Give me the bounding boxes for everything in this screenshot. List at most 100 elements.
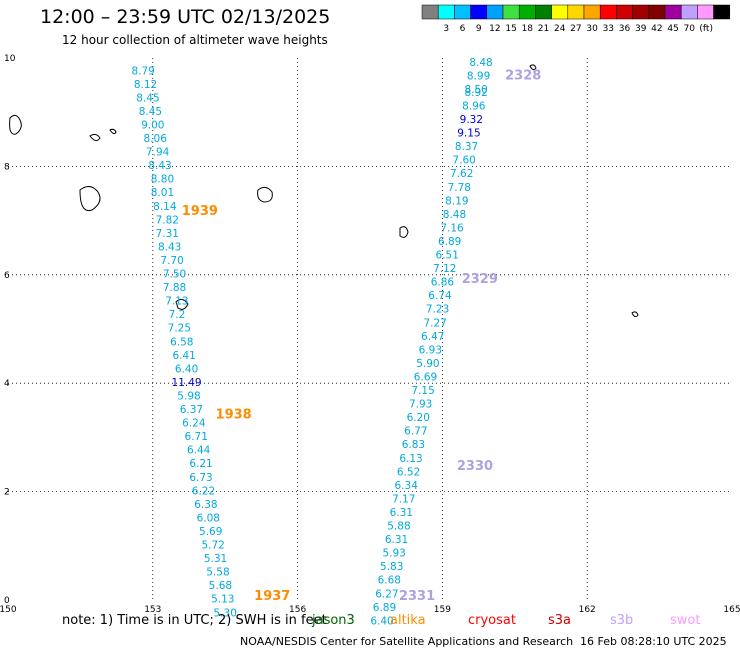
y-tick-label: 8 bbox=[4, 162, 10, 172]
wave-height-value-right-track: 6.20 bbox=[407, 412, 430, 424]
colorbar-label: 45 bbox=[667, 24, 678, 34]
wave-height-value-right-track: 8.92 bbox=[464, 87, 487, 99]
colorbar-label: 18 bbox=[522, 24, 534, 34]
wave-height-value-right-track: 6.86 bbox=[431, 277, 455, 289]
wave-height-value-right-track: 8.19 bbox=[445, 195, 468, 207]
wave-height-value-right-track: 6.13 bbox=[399, 453, 422, 465]
wave-height-value-right-track: 6.77 bbox=[404, 426, 427, 438]
wave-height-value-left-track: 7.25 bbox=[168, 323, 191, 335]
wave-height-value-right-track: 8.48 bbox=[469, 57, 492, 69]
island-outline bbox=[109, 128, 117, 135]
island-outline bbox=[399, 226, 409, 238]
wave-height-value-left-track: 8.43 bbox=[148, 160, 171, 172]
map-subtitle: 12 hour collection of altimeter wave hei… bbox=[62, 33, 328, 47]
wave-height-value-right-track: 6.83 bbox=[402, 439, 425, 451]
wave-height-value-right-track: 5.88 bbox=[387, 521, 410, 533]
wave-height-value-left-track: 7.88 bbox=[163, 282, 186, 294]
wave-height-value-right-track: 8.50 bbox=[464, 84, 487, 96]
wave-height-value-right-track: 5.83 bbox=[380, 561, 403, 573]
legend-jason3: jason3 bbox=[312, 613, 355, 628]
wave-height-value-right-track: 6.34 bbox=[395, 480, 419, 492]
colorbar-label: 36 bbox=[619, 24, 631, 34]
wave-height-value-left-track: 6.08 bbox=[197, 512, 220, 524]
wave-height-value-right-track: 7.17 bbox=[392, 493, 415, 505]
wave-height-value-right-track: 8.37 bbox=[455, 141, 478, 153]
wave-height-value-left-track: 5.69 bbox=[199, 526, 222, 538]
wave-height-value-left-track: 7.2 bbox=[169, 309, 186, 321]
wave-height-value-left-track: 7.13 bbox=[165, 296, 188, 308]
wave-height-value-left-track: 8.01 bbox=[151, 187, 174, 199]
x-tick-label: 165 bbox=[723, 605, 740, 615]
wave-height-value-right-track: 8.96 bbox=[462, 100, 486, 112]
wave-height-value-right-track: 6.89 bbox=[438, 236, 461, 248]
wave-height-value-right-track: 6.68 bbox=[378, 575, 401, 587]
colorbar-label: 30 bbox=[586, 24, 598, 34]
wave-height-value-left-track: 8.43 bbox=[158, 241, 181, 253]
wave-height-value-left-track: 5.31 bbox=[204, 553, 227, 565]
wave-height-value-right-track: 8.99 bbox=[467, 71, 490, 83]
orbit-number-label: 1939 bbox=[182, 204, 218, 219]
wave-height-value-right-track: 6.40 bbox=[370, 615, 393, 627]
wave-height-value-right-track: 7.23 bbox=[426, 304, 449, 316]
x-tick-label: 153 bbox=[144, 605, 161, 615]
wave-height-value-right-track: 6.47 bbox=[421, 331, 444, 343]
wave-height-value-left-track: 7.94 bbox=[146, 147, 170, 159]
colorbar-label: 24 bbox=[554, 24, 566, 34]
wave-height-value-right-track: 7.60 bbox=[452, 155, 475, 167]
wave-height-value-right-track: 9.15 bbox=[457, 128, 480, 140]
timestamp: 16 Feb 08:28:10 UTC 2025 bbox=[580, 635, 727, 648]
orbit-number-label: 2330 bbox=[457, 459, 493, 474]
y-tick-label: 4 bbox=[4, 379, 10, 389]
wave-height-value-left-track: 8.79 bbox=[131, 65, 154, 77]
y-tick-label: 10 bbox=[4, 54, 16, 64]
wave-height-value-left-track: 6.73 bbox=[189, 472, 212, 484]
wave-height-value-right-track: 6.51 bbox=[436, 250, 459, 262]
colorbar-label: 6 bbox=[460, 24, 466, 34]
wave-height-value-left-track: 8.14 bbox=[153, 201, 177, 213]
wave-height-value-right-track: 8.48 bbox=[443, 209, 466, 221]
wave-height-value-right-track: 5.90 bbox=[416, 358, 439, 370]
orbit-number-label: 2328 bbox=[505, 69, 541, 84]
wave-height-value-right-track: 6.31 bbox=[390, 507, 413, 519]
colorbar-label: 42 bbox=[651, 24, 662, 34]
wave-height-value-left-track: 9.00 bbox=[141, 119, 164, 131]
wave-height-value-left-track: 5.98 bbox=[177, 390, 200, 402]
wave-height-value-left-track: 5.72 bbox=[201, 540, 224, 552]
wave-height-value-right-track: 7.16 bbox=[440, 222, 464, 234]
wave-height-value-right-track: 7.62 bbox=[450, 168, 473, 180]
legend-cryosat: cryosat bbox=[468, 613, 516, 628]
legend-altika: altika bbox=[390, 613, 426, 628]
wave-height-value-right-track: 6.69 bbox=[414, 371, 437, 383]
wave-height-value-left-track: 6.37 bbox=[180, 404, 203, 416]
orbit-number-label: 2331 bbox=[399, 589, 435, 604]
wave-height-value-left-track: 6.21 bbox=[189, 458, 212, 470]
wave-height-value-right-track: 6.74 bbox=[428, 290, 452, 302]
x-tick-label: 159 bbox=[434, 605, 451, 615]
wave-height-value-left-track: 8.80 bbox=[151, 174, 174, 186]
orbit-number-label: 1938 bbox=[216, 407, 252, 422]
wave-height-value-left-track: 6.58 bbox=[170, 336, 193, 348]
wave-height-value-left-track: 5.58 bbox=[206, 567, 229, 579]
wave-height-value-left-track: 6.22 bbox=[192, 485, 215, 497]
wave-height-value-left-track: 8.45 bbox=[139, 106, 162, 118]
wave-height-value-right-track: 7.15 bbox=[411, 385, 434, 397]
y-tick-label: 6 bbox=[4, 271, 10, 281]
wave-height-value-left-track: 7.31 bbox=[156, 228, 179, 240]
wave-height-value-left-track: 7.82 bbox=[156, 214, 179, 226]
legend-swot: swot bbox=[670, 613, 701, 628]
wave-height-value-right-track: 6.31 bbox=[385, 534, 408, 546]
wave-height-value-right-track: 7.93 bbox=[409, 399, 432, 411]
x-tick-label: 150 bbox=[0, 605, 17, 615]
island-outline bbox=[631, 311, 639, 318]
wave-height-value-left-track: 5.30 bbox=[214, 607, 237, 619]
island-outline bbox=[257, 186, 273, 203]
wave-height-value-right-track: 6.52 bbox=[397, 466, 420, 478]
wave-height-value-left-track: 5.68 bbox=[209, 580, 232, 592]
wave-height-value-right-track: 7.27 bbox=[423, 317, 446, 329]
x-tick-label: 162 bbox=[579, 605, 596, 615]
island-outline bbox=[79, 186, 101, 212]
wave-height-value-left-track: 8.12 bbox=[134, 79, 157, 91]
wave-height-value-left-track: 6.40 bbox=[175, 363, 198, 375]
colorbar-label: 33 bbox=[603, 24, 614, 34]
